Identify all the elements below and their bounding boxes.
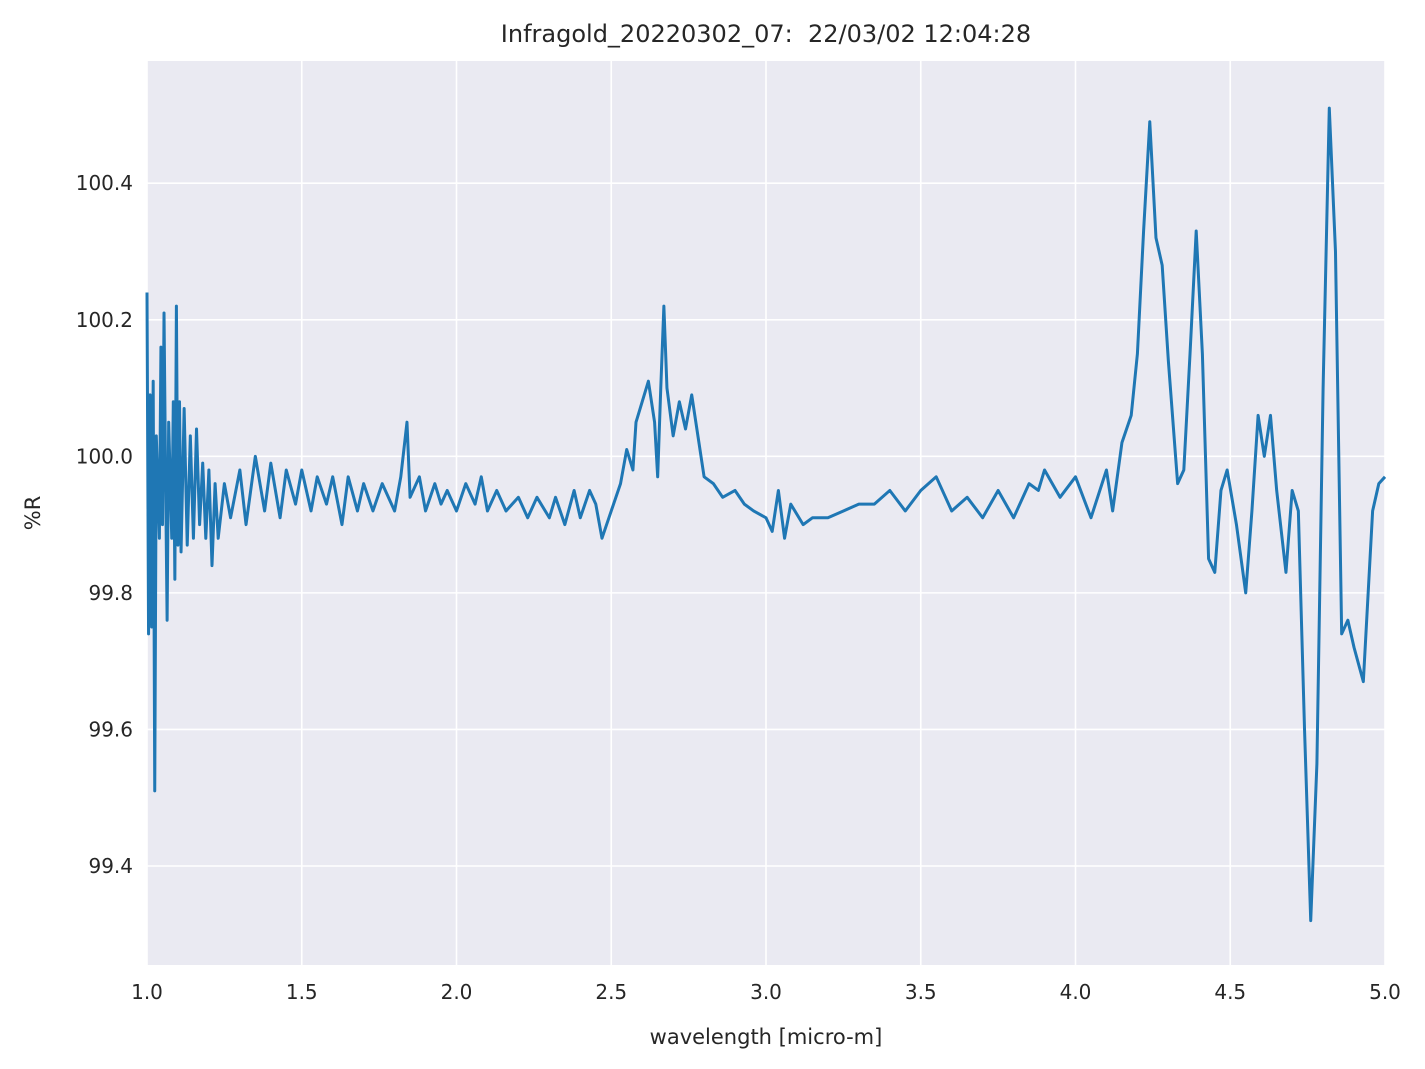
x-tick-label: 4.0: [1060, 980, 1092, 1004]
x-axis-label: wavelength [micro-m]: [650, 1025, 883, 1049]
y-tick-label: 100.0: [76, 444, 133, 468]
x-tick-label: 1.5: [286, 980, 318, 1004]
y-tick-label: 99.8: [88, 581, 133, 605]
x-tick-label: 2.5: [595, 980, 627, 1004]
y-tick-label: 100.2: [76, 308, 133, 332]
x-tick-label: 4.5: [1214, 980, 1246, 1004]
x-tick-label: 3.5: [905, 980, 937, 1004]
x-tick-label: 3.0: [750, 980, 782, 1004]
x-tick-label: 1.0: [131, 980, 163, 1004]
x-tick-label: 5.0: [1369, 980, 1401, 1004]
data-line: [145, 106, 1387, 923]
chart-title: Infragold_20220302_07: 22/03/02 12:04:28: [501, 20, 1031, 48]
y-axis-label: %R: [21, 496, 45, 531]
y-tick-label: 99.4: [88, 854, 133, 878]
y-tick-label: 100.4: [76, 171, 133, 195]
y-tick-label: 99.6: [88, 717, 133, 741]
x-tick-label: 2.0: [441, 980, 473, 1004]
